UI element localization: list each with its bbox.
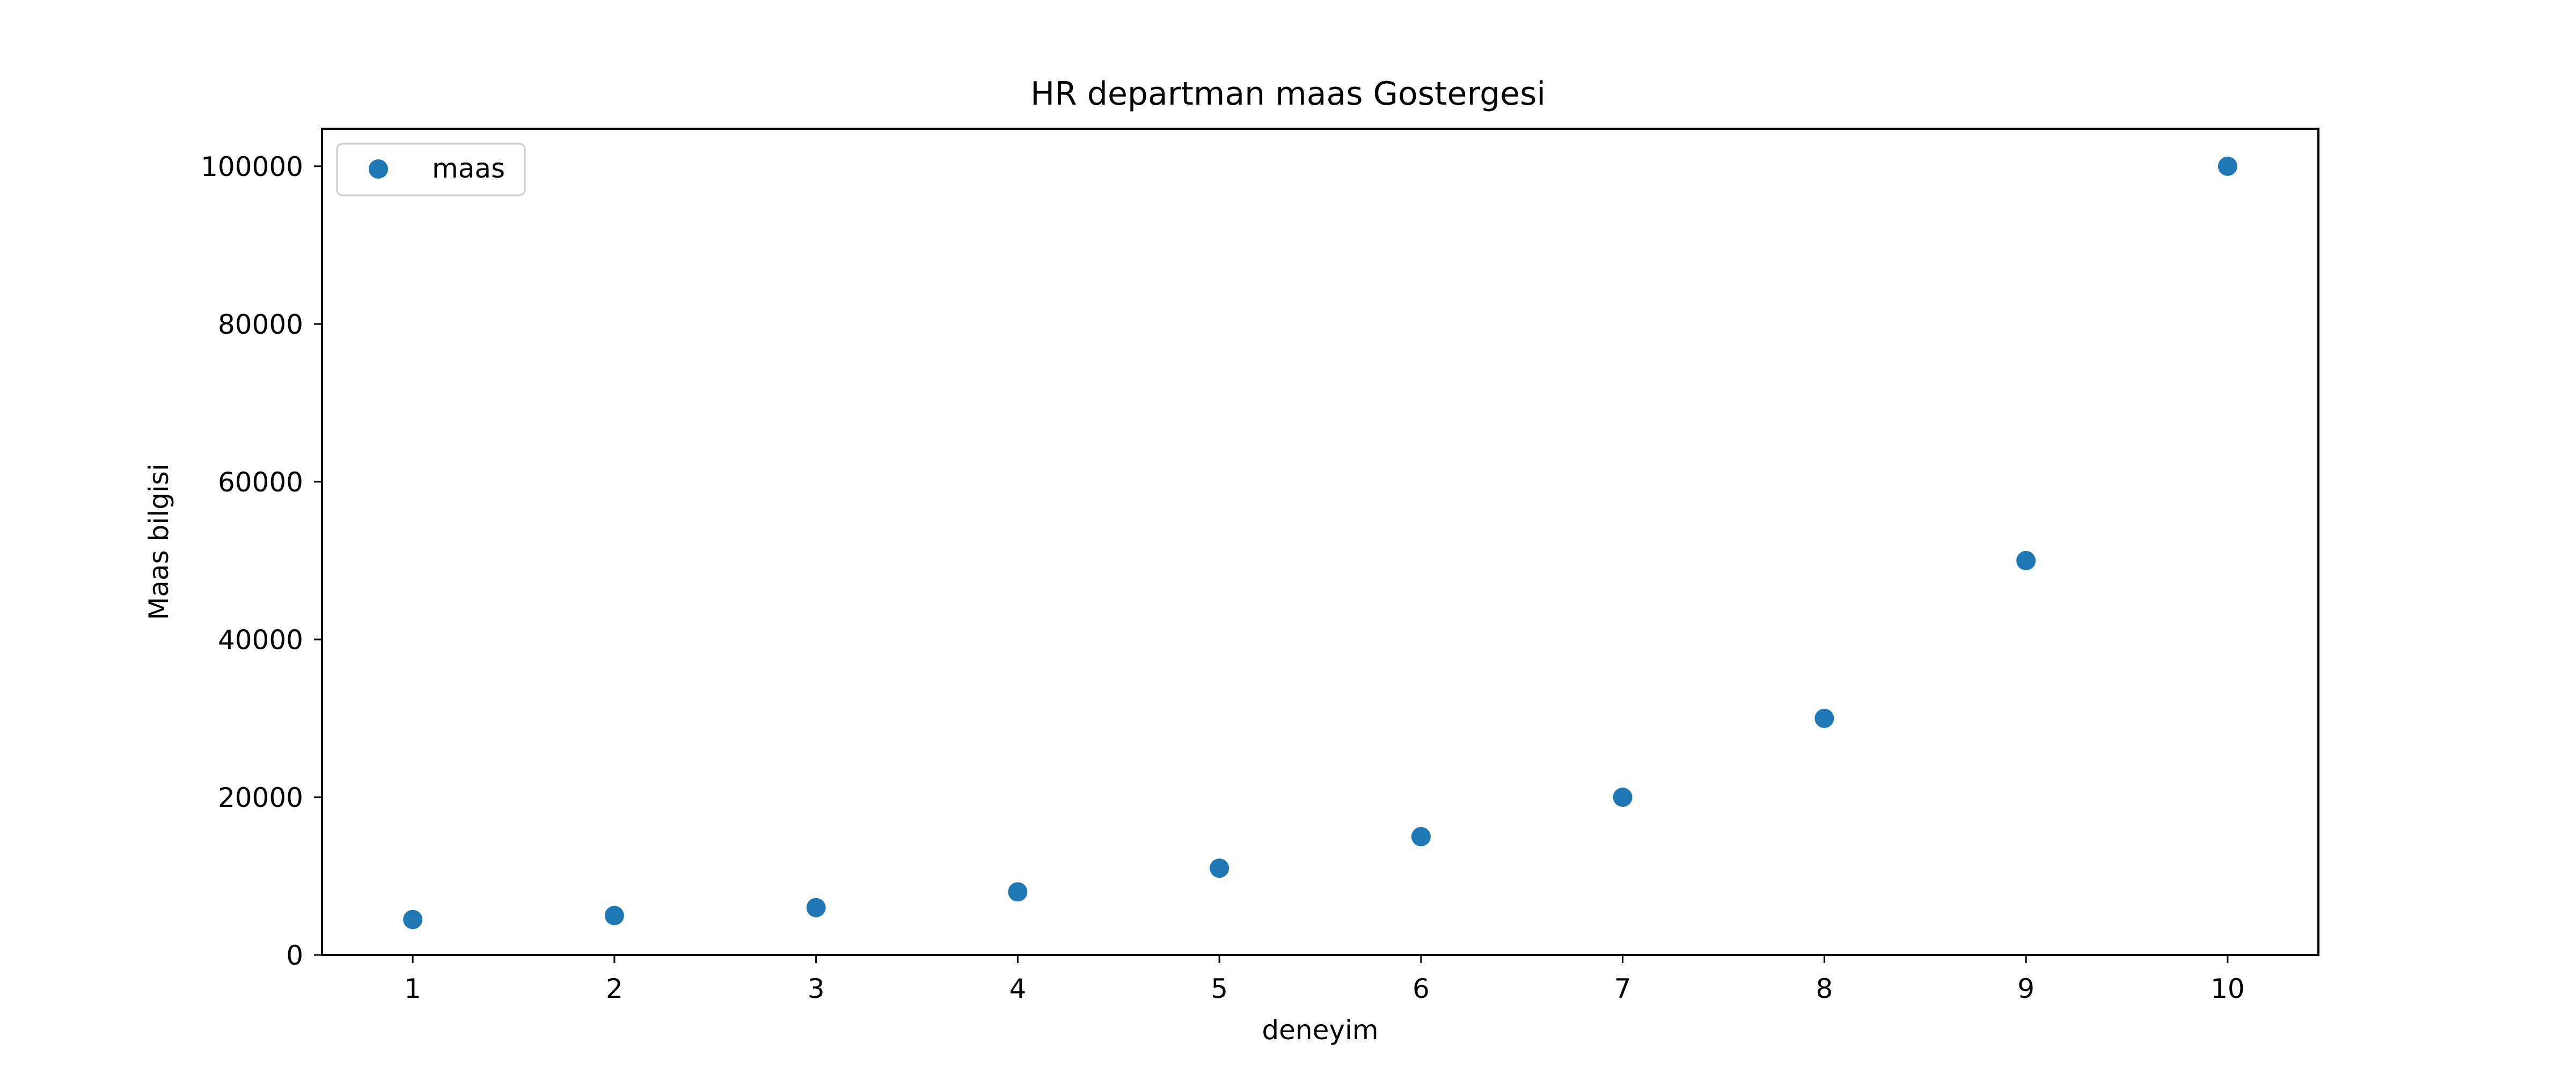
scatter-points: [403, 156, 2237, 929]
x-tick-label: 1: [404, 973, 421, 1004]
y-tick-label: 100000: [201, 151, 303, 182]
x-axis-label: deneyim: [1262, 1015, 1378, 1046]
x-tick-label: 5: [1211, 973, 1228, 1004]
scatter-point: [1814, 708, 1834, 728]
scatter-point: [806, 898, 826, 917]
scatter-point: [1008, 882, 1028, 902]
x-tick-label: 3: [808, 973, 825, 1004]
scatter-point: [604, 906, 624, 925]
legend: maas: [336, 143, 526, 196]
x-tick-label: 7: [1614, 973, 1631, 1004]
scatter-point: [1613, 787, 1633, 807]
legend-label: maas: [432, 153, 505, 184]
y-tick-label: 20000: [218, 782, 303, 813]
scatter-point: [1411, 827, 1431, 847]
scatter-point: [1210, 858, 1230, 878]
x-tick-label: 6: [1413, 973, 1430, 1004]
y-tick-label: 40000: [218, 624, 303, 656]
y-axis-label: Maas bilgisi: [143, 464, 174, 620]
x-tick-label: 4: [1009, 973, 1026, 1004]
x-tick-label: 10: [2211, 973, 2245, 1004]
x-tick-label: 9: [2017, 973, 2035, 1004]
y-tick-label: 80000: [218, 309, 303, 340]
scatter-point: [2016, 550, 2036, 570]
scatter-point: [2218, 156, 2237, 176]
x-axis-ticks: 1 2 3 4 5 6 7 8 9 10: [404, 955, 2245, 1004]
y-tick-label: 60000: [218, 467, 303, 498]
y-axis-ticks: 0 20000 40000 60000 80000 100000: [201, 151, 322, 971]
chart-title: HR departman maas Gostergesi: [1030, 75, 1546, 113]
x-tick-label: 8: [1816, 973, 1833, 1004]
y-tick-label: 0: [286, 940, 303, 971]
legend-marker: [369, 159, 388, 179]
plot-frame: [321, 128, 2319, 956]
legend-box: [336, 143, 526, 196]
x-tick-label: 2: [606, 973, 623, 1004]
scatter-point: [403, 909, 423, 929]
